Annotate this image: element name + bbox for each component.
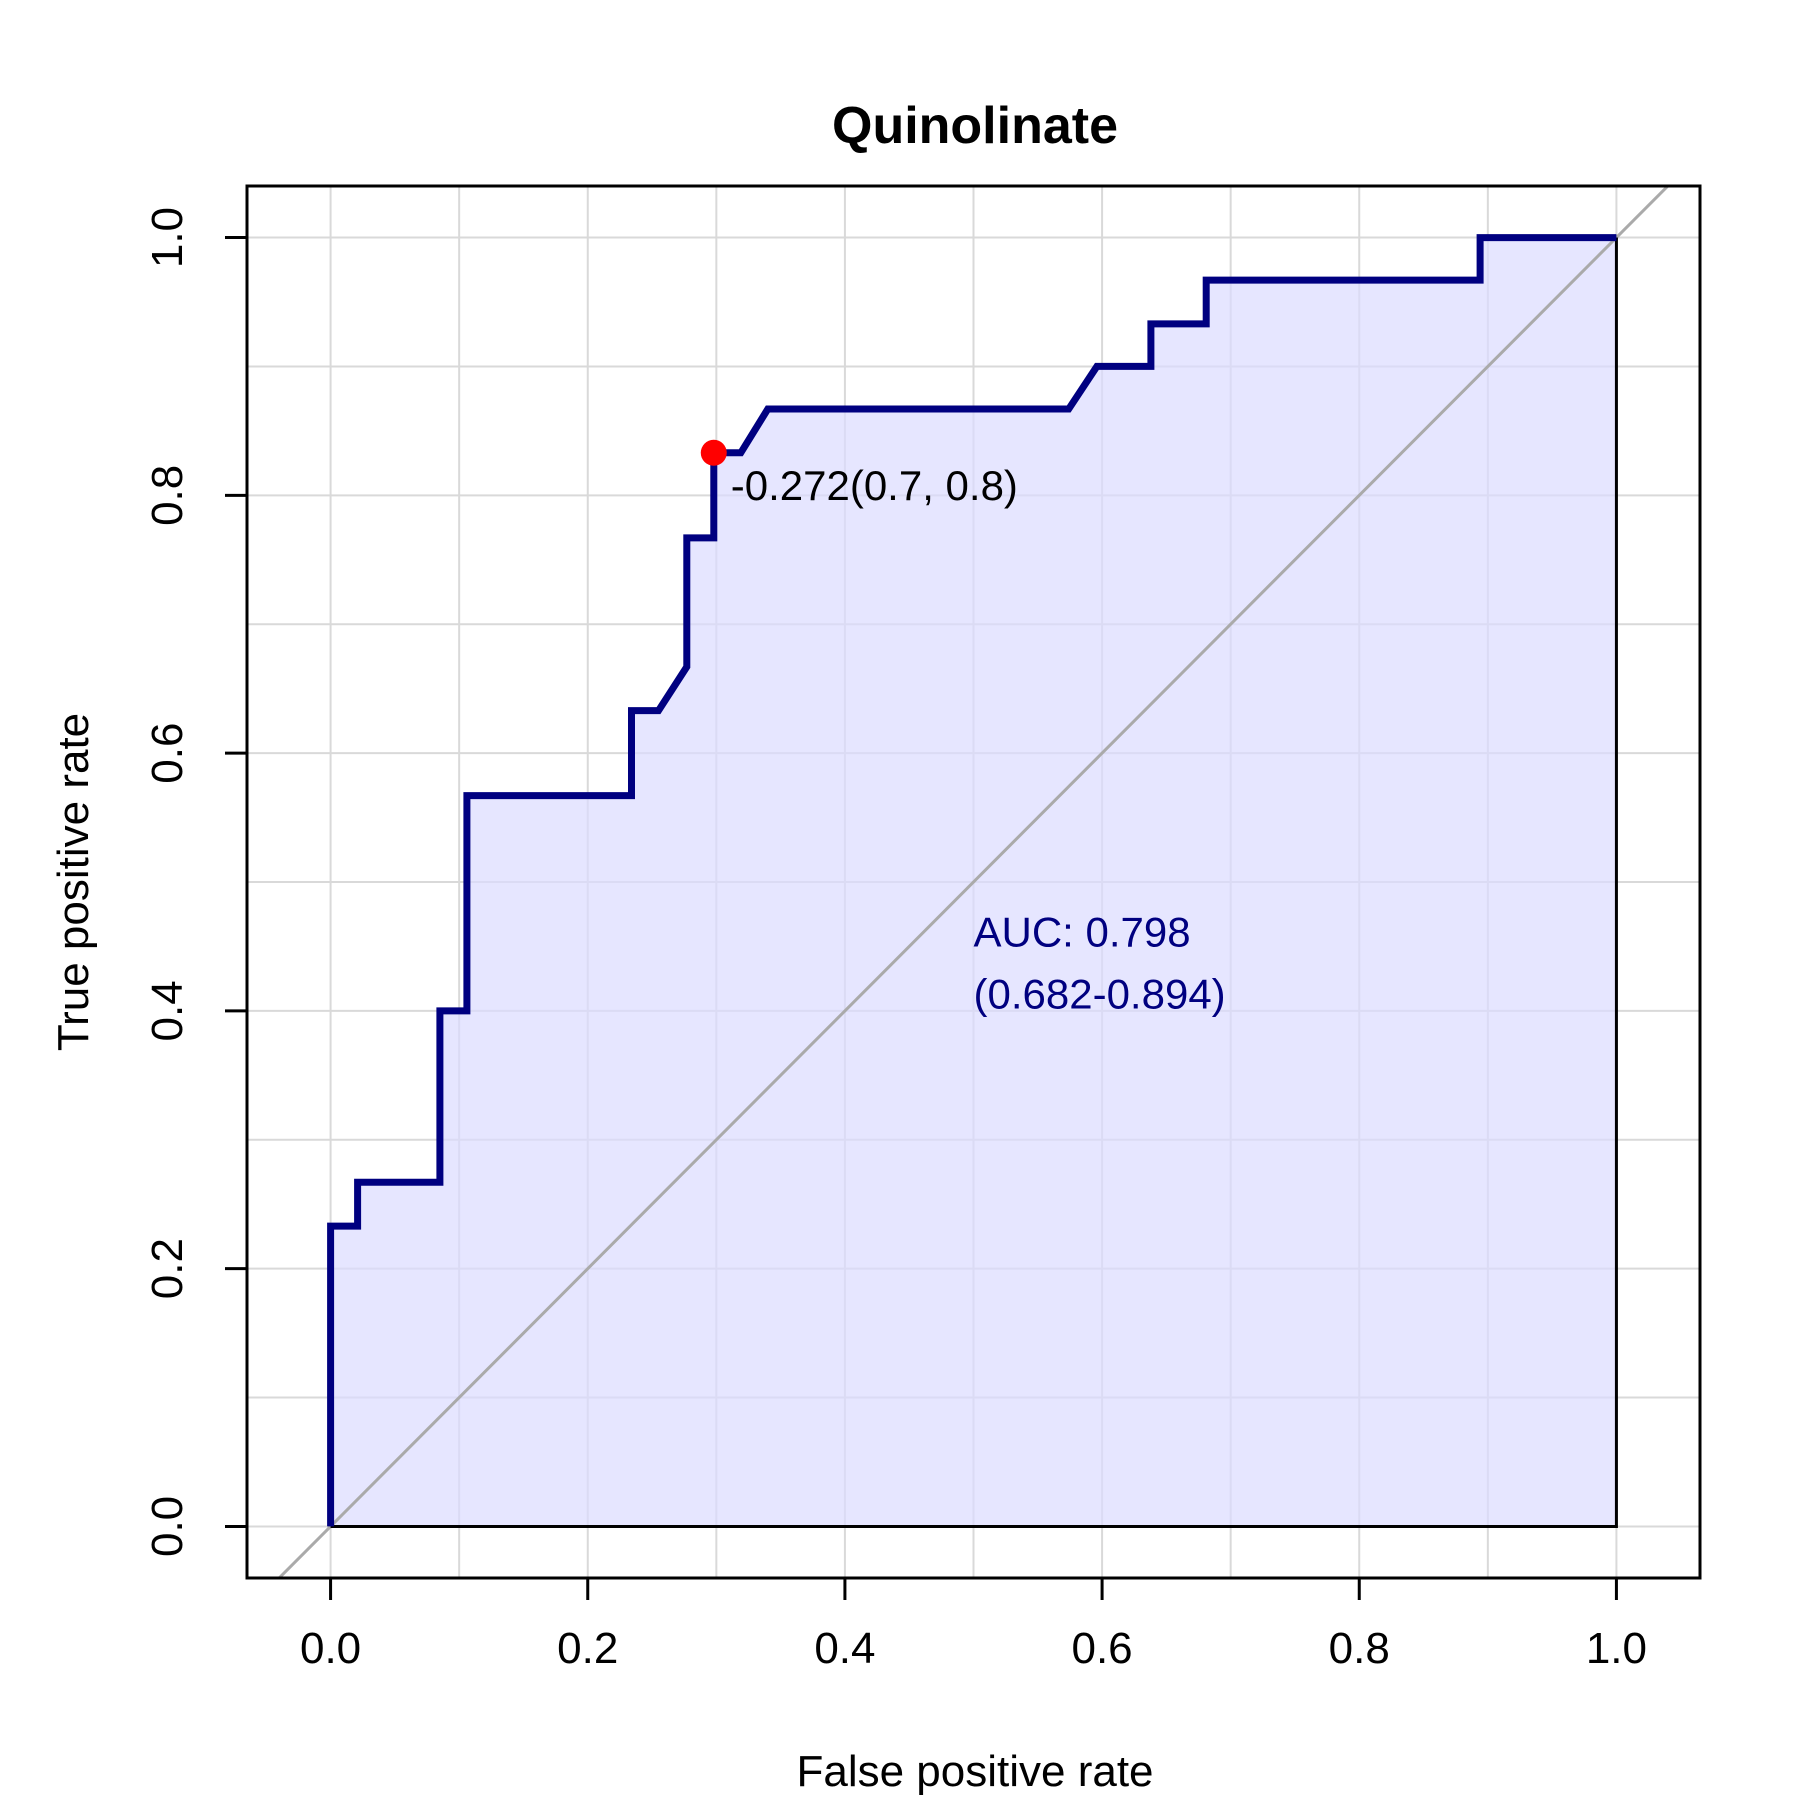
y-tick-label: 0.8 (143, 465, 192, 526)
y-axis-label: True positive rate (49, 713, 98, 1051)
threshold-label: -0.272(0.7, 0.8) (731, 462, 1018, 509)
roc-curve-layer (327, 234, 1618, 1528)
x-tick-label: 0.8 (1329, 1624, 1390, 1673)
y-tick-label: 0.0 (143, 1496, 192, 1557)
y-tick-label: 0.6 (143, 723, 192, 784)
x-tick-label: 0.2 (557, 1624, 618, 1673)
threshold-point (700, 439, 727, 466)
y-axis: 0.0 0.2 0.4 0.6 0.8 1.0 (143, 207, 249, 1557)
threshold-layer (700, 439, 727, 466)
x-tick-label: 1.0 (1586, 1624, 1647, 1673)
reference-diagonal (277, 186, 1670, 1578)
y-tick-label: 1.0 (143, 207, 192, 268)
x-tick-label: 0.4 (814, 1624, 875, 1673)
x-axis: 0.0 0.2 0.4 0.6 0.8 1.0 (300, 1576, 1647, 1673)
chart-title: Quinolinate (832, 97, 1118, 155)
x-tick-label: 0.6 (1071, 1624, 1132, 1673)
auc-value: AUC: 0.798 (974, 908, 1191, 955)
x-tick-label: 0.0 (300, 1624, 361, 1673)
roc-curve (327, 234, 1617, 1527)
roc-area-outline (330, 237, 1618, 1528)
y-tick-label: 0.2 (143, 1238, 192, 1299)
y-tick-label: 0.4 (143, 980, 192, 1041)
x-axis-label: False positive rate (796, 1747, 1153, 1796)
reference-diagonal-line (277, 186, 1670, 1578)
auc-ci: (0.682-0.894) (974, 970, 1226, 1017)
